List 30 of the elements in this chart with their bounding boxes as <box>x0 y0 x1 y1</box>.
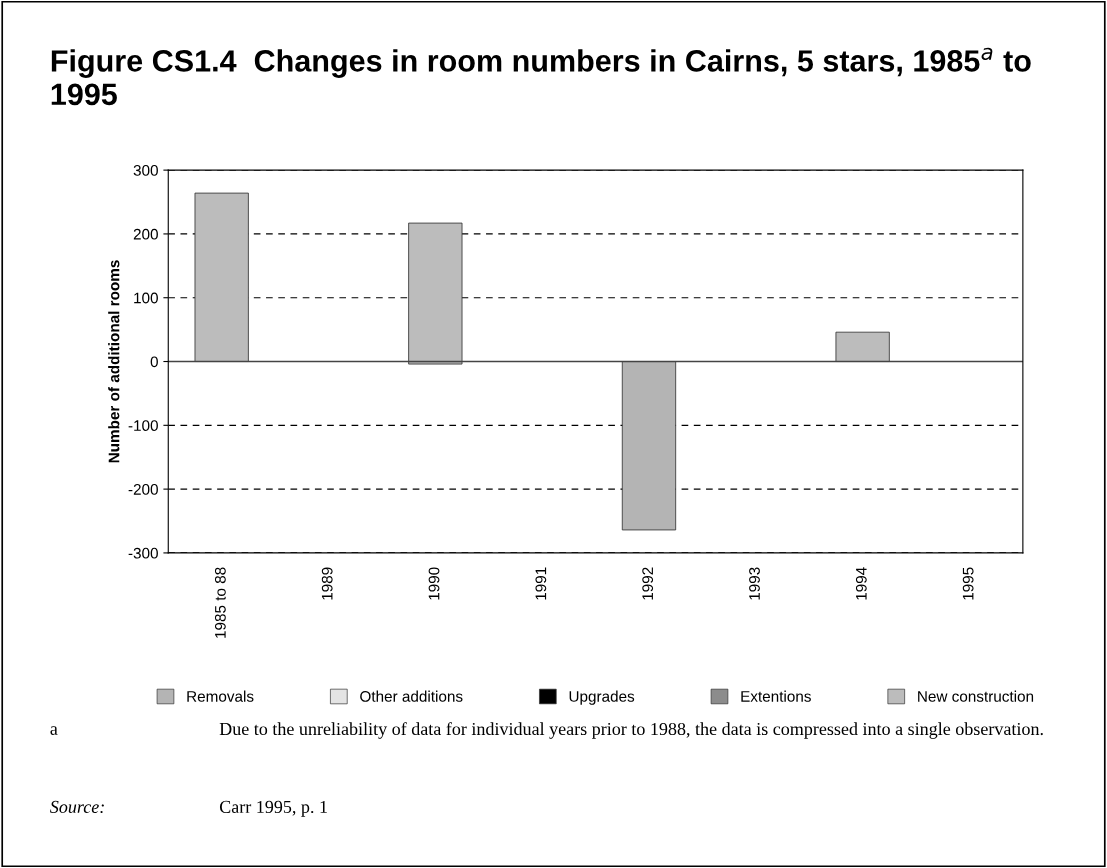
y-tick-label: 100 <box>134 292 158 304</box>
source-note: Source: <box>50 800 104 814</box>
legend-label: New construction <box>918 690 1034 702</box>
text: Due to the unreliability of data for individual years prior to 1988, the data is compressed into a single observation. <box>219 722 1043 739</box>
x-tick-label: 1985 to 88 <box>214 567 226 638</box>
bar <box>408 222 463 362</box>
x-tick-label: 1991 <box>535 567 547 600</box>
x-tick-label: 1992 <box>642 567 654 600</box>
y-tick-label: 200 <box>133 228 158 240</box>
y-tick-label: 0 <box>150 356 158 368</box>
legend-label: Removals <box>187 690 254 702</box>
legend-label: Upgrades <box>569 690 635 705</box>
bar <box>835 331 890 362</box>
x-tick-label: 1989 <box>321 567 333 600</box>
bar <box>194 192 249 362</box>
text: Carr 1995, p. 1 <box>219 800 327 817</box>
chart-title: Figure CS1.4 Changes in room numbers in Cairns, 5 stars, 1985$^{a}$ to 1995 <box>51 47 1031 106</box>
x-tick-label: 1995 <box>962 567 974 600</box>
y-tick-label: -300 <box>128 547 158 559</box>
y-axis-title: Number of additional rooms <box>108 260 120 463</box>
legend-label: Other additions <box>360 690 463 702</box>
y-tick-label: -200 <box>128 483 158 495</box>
x-tick-label: 1990 <box>428 567 440 600</box>
x-tick-label: 1994 <box>855 567 867 600</box>
x-tick-label: 1993 <box>749 567 760 600</box>
y-tick-label: 300 <box>133 165 158 176</box>
text: a <box>50 726 58 735</box>
bar <box>621 361 677 531</box>
legend-label: Extentions <box>741 690 811 702</box>
y-tick-label: -100 <box>128 420 158 432</box>
